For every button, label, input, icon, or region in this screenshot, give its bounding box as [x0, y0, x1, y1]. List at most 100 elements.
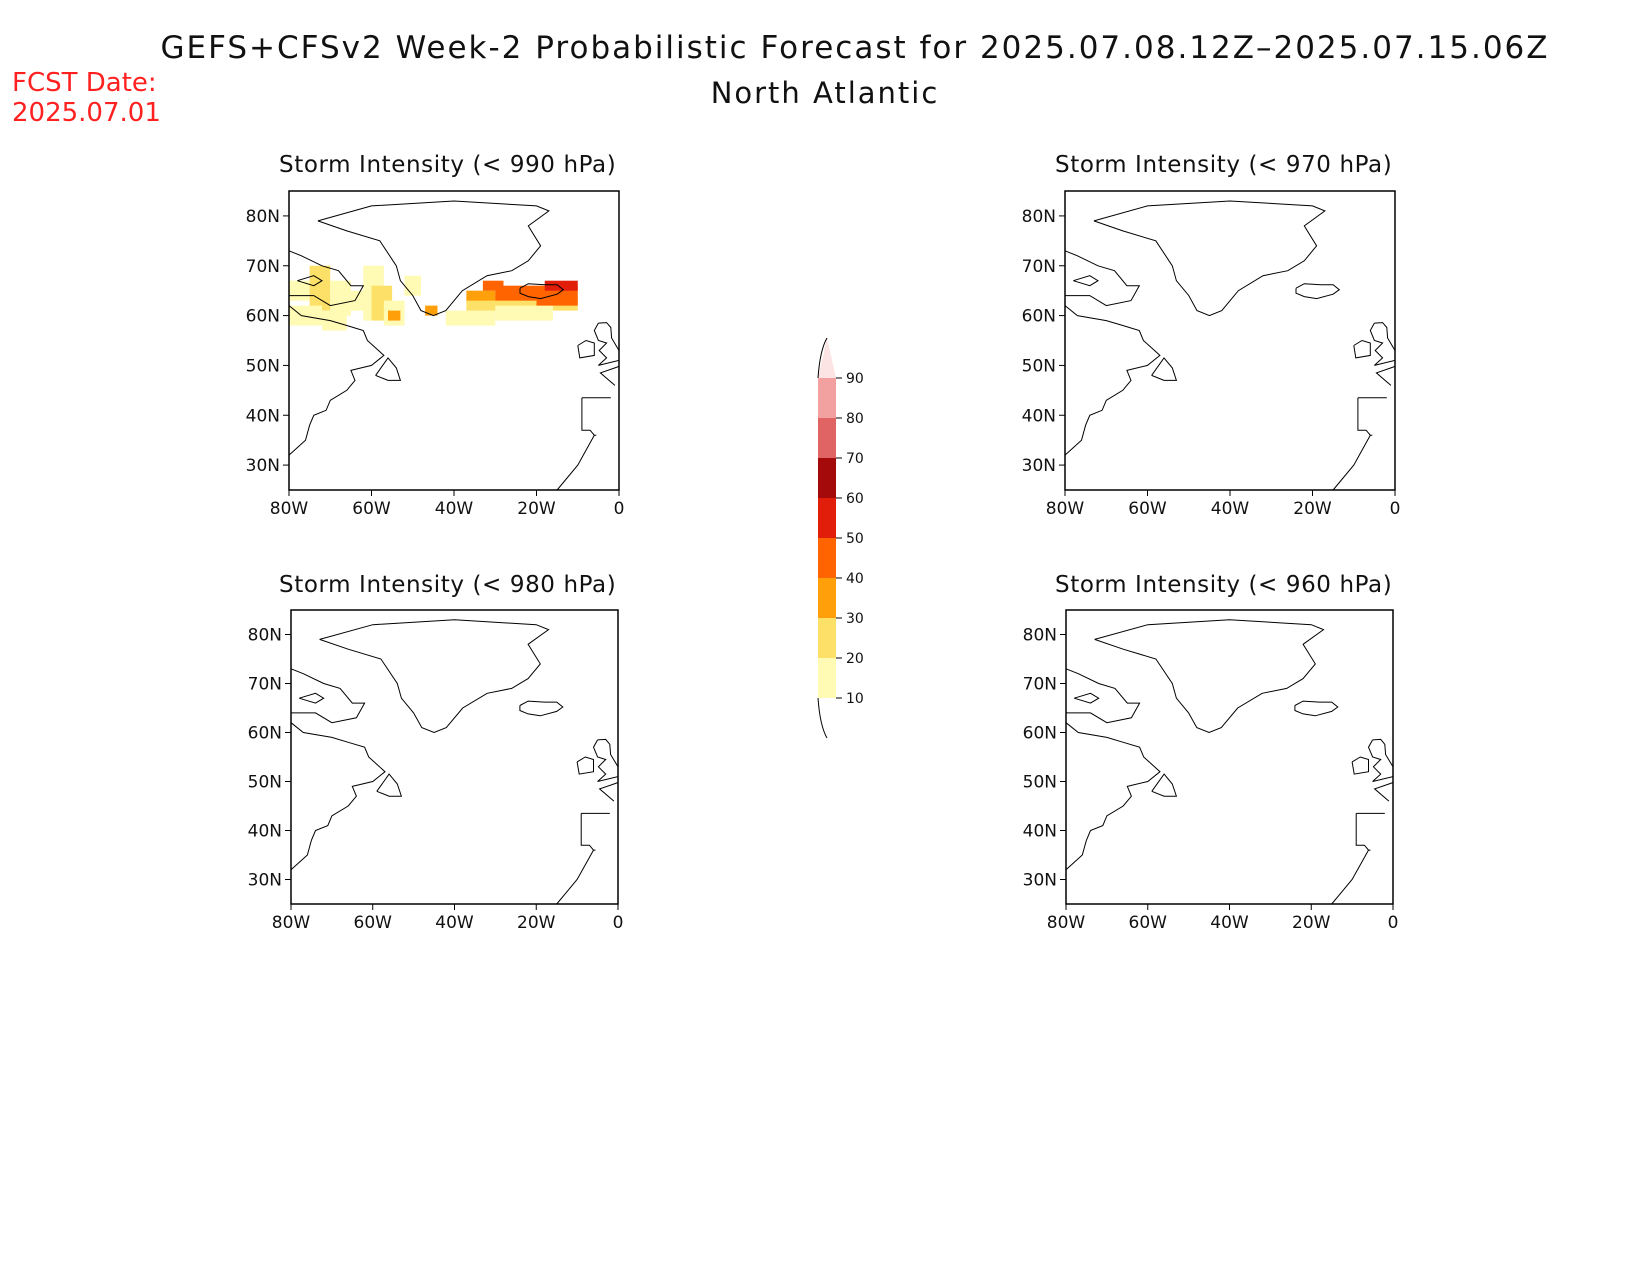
- coastline: [1355, 813, 1371, 851]
- lat-tick-label: 50N: [1023, 773, 1057, 793]
- colorbar-label: 80: [846, 411, 864, 427]
- page-title: GEFS+CFSv2 Week-2 Probabilistic Forecast…: [160, 30, 1550, 66]
- lat-tick-label: 80N: [248, 626, 282, 646]
- coastline: [1073, 275, 1099, 287]
- probability-cell: [495, 285, 537, 301]
- lon-tick-label: 0: [614, 499, 625, 519]
- coastline: [1065, 668, 1141, 724]
- lat-tick-label: 80N: [1022, 207, 1056, 227]
- lat-tick-label: 40N: [248, 822, 282, 842]
- colorbar: 90 80 70 60 50 40 30 20 10: [810, 337, 890, 748]
- coastline: [519, 283, 565, 300]
- panel-title: Storm Intensity (< 960 hPa): [1055, 572, 1393, 598]
- colorbar-arrow-edge: [817, 337, 828, 379]
- lon-tick-label: 40W: [1210, 913, 1249, 933]
- colorbar-segment: [818, 378, 836, 418]
- coastline: [297, 275, 323, 287]
- colorbar-label: 70: [846, 451, 864, 467]
- lon-tick-label: 60W: [352, 499, 391, 519]
- coastline: [1351, 756, 1369, 775]
- coastline: [556, 434, 595, 491]
- forecast-date-value: 2025.07.01: [12, 98, 161, 128]
- colorbar-top-arrow: [818, 338, 836, 378]
- colorbar-segment: [818, 458, 836, 498]
- coastline: [1369, 322, 1396, 366]
- colorbar-label: 30: [846, 611, 864, 627]
- coastline: [598, 782, 619, 802]
- coastline: [592, 738, 619, 782]
- lat-tick-label: 40N: [246, 406, 280, 426]
- lat-tick-label: 30N: [248, 871, 282, 891]
- coastline: [288, 305, 385, 456]
- coastline: [576, 756, 594, 775]
- panel-title: Storm Intensity (< 990 hPa): [279, 152, 617, 178]
- lat-tick-label: 60N: [248, 724, 282, 744]
- probability-cell: [330, 280, 351, 316]
- coastline: [1373, 782, 1394, 802]
- map-frame: [1065, 609, 1394, 905]
- lon-tick-label: 80W: [1047, 913, 1086, 933]
- coastline: [581, 397, 597, 436]
- coastline: [1074, 692, 1100, 704]
- forecast-date-label: FCST Date:: [12, 68, 157, 98]
- map-panel: 80N 70N 60N 50N 40N 30N 80W 60W 40W 20W 0: [248, 609, 624, 933]
- colorbar-segment: [818, 658, 836, 698]
- coastline: [1064, 305, 1161, 456]
- lat-tick-label: 60N: [246, 307, 280, 327]
- coastline: [317, 200, 550, 317]
- lon-tick-label: 60W: [354, 913, 393, 933]
- probability-cell: [322, 310, 347, 331]
- coastline: [577, 339, 595, 359]
- coastline: [319, 619, 550, 734]
- probability-cell: [544, 280, 578, 291]
- coastline: [599, 365, 620, 386]
- map-frame: [288, 190, 620, 491]
- lat-tick-label: 50N: [248, 773, 282, 793]
- coastline: [1331, 849, 1369, 905]
- lat-tick-label: 60N: [1023, 724, 1057, 744]
- lat-tick-label: 70N: [246, 257, 280, 277]
- colorbar-label: 50: [846, 531, 864, 547]
- lat-tick-label: 70N: [1022, 257, 1056, 277]
- colorbar-segment: [818, 538, 836, 578]
- coastline: [1094, 619, 1325, 734]
- lon-tick-label: 40W: [1211, 499, 1250, 519]
- colorbar-label: 20: [846, 651, 864, 667]
- probability-cell: [404, 275, 421, 296]
- lon-tick-label: 0: [613, 913, 624, 933]
- coastline: [1357, 397, 1373, 436]
- coastline: [1151, 773, 1178, 797]
- coastline: [288, 250, 365, 307]
- lat-tick-label: 60N: [1022, 307, 1056, 327]
- coastline: [1353, 339, 1371, 359]
- lon-tick-label: 80W: [1046, 499, 1085, 519]
- map-frame: [290, 609, 619, 905]
- lon-tick-label: 60W: [1128, 499, 1167, 519]
- lon-tick-label: 40W: [435, 913, 474, 933]
- lat-tick-label: 30N: [246, 456, 280, 476]
- page-subtitle: North Atlantic: [710, 76, 940, 110]
- coastline: [1151, 357, 1178, 381]
- colorbar-segment: [818, 498, 836, 538]
- probability-cell: [495, 305, 553, 321]
- lat-tick-label: 70N: [248, 675, 282, 695]
- colorbar-label: 10: [846, 691, 864, 707]
- probability-cell: [289, 305, 322, 326]
- probability-cell: [482, 280, 504, 291]
- lon-tick-label: 20W: [1292, 913, 1331, 933]
- lon-tick-label: 0: [1388, 913, 1399, 933]
- lat-tick-label: 80N: [1023, 626, 1057, 646]
- coastline: [1375, 365, 1396, 386]
- lon-tick-label: 20W: [517, 913, 556, 933]
- forecast-date: FCST Date: 2025.07.01: [12, 68, 161, 128]
- lat-tick-label: 40N: [1022, 406, 1056, 426]
- coastline: [375, 357, 402, 381]
- coastline: [1367, 738, 1394, 782]
- lat-tick-label: 50N: [246, 356, 280, 376]
- panel-title: Storm Intensity (< 980 hPa): [279, 572, 617, 598]
- colorbar-label: 60: [846, 491, 864, 507]
- lon-tick-label: 60W: [1129, 913, 1168, 933]
- colorbar-segment: [818, 618, 836, 658]
- probability-cell: [445, 310, 496, 326]
